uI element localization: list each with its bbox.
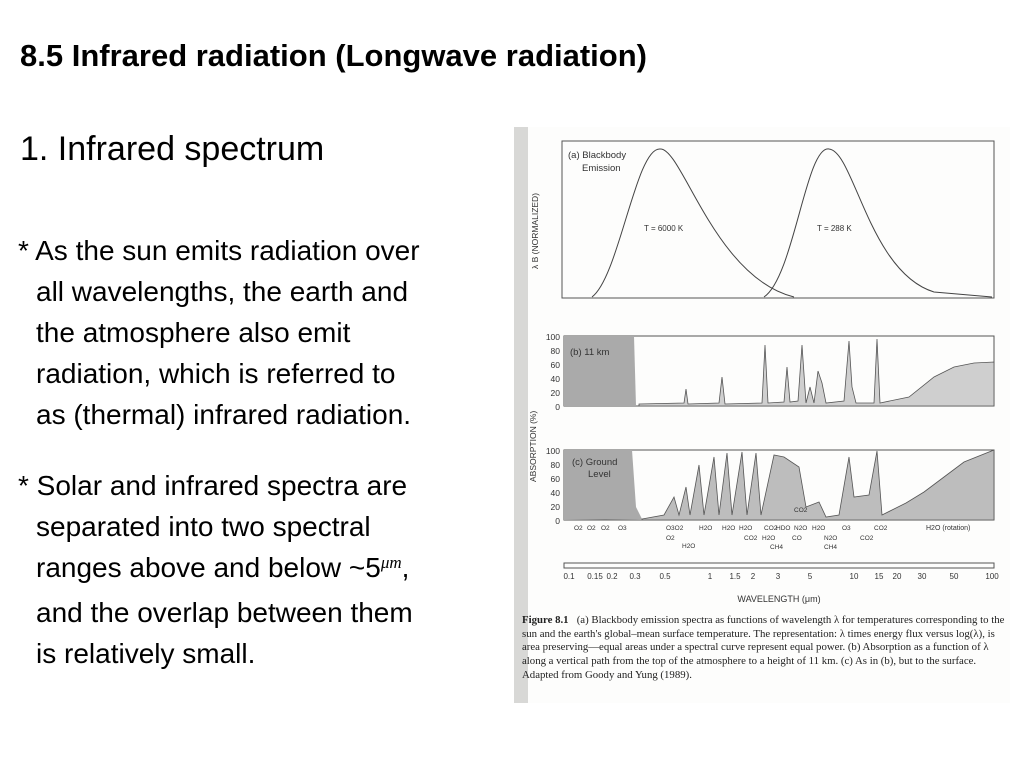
gas-label: CO2 bbox=[860, 535, 874, 542]
ytick: 80 bbox=[551, 346, 561, 356]
gas-labels-lower: O2 H2O CO2 H2O CH4 CO N2O CH4 CO2 bbox=[666, 535, 874, 551]
spectra-figure: (a) Blackbody Emission T = 6000 K T = 28… bbox=[514, 127, 999, 703]
section-heading: 1. Infrared spectrum bbox=[20, 130, 325, 168]
ytick: 0 bbox=[555, 516, 560, 526]
gas-label: H2O bbox=[812, 525, 825, 532]
caption-title: Figure 8.1 bbox=[522, 614, 569, 626]
absorption-ylabel: ABSORPTION (%) bbox=[528, 411, 538, 482]
panel-c-label-2: Level bbox=[588, 469, 611, 480]
panel-a-label-2: Emission bbox=[582, 163, 621, 174]
gas-label: O2 bbox=[666, 535, 675, 542]
ytick: 60 bbox=[551, 360, 561, 370]
xtick: 3 bbox=[776, 572, 781, 581]
panel-b-label: (b) 11 km bbox=[570, 347, 610, 358]
xtick: 0.15 bbox=[587, 572, 603, 581]
panel-c-absorption bbox=[641, 449, 995, 521]
gas-label: O2 bbox=[601, 525, 610, 532]
ytick: 100 bbox=[546, 332, 560, 342]
xtick: 0.3 bbox=[629, 572, 641, 581]
bullet-line: and the overlap between them bbox=[36, 597, 413, 628]
gas-label: CH4 bbox=[824, 544, 837, 551]
gas-label: CO bbox=[792, 535, 802, 542]
ytick: 40 bbox=[551, 488, 561, 498]
xtick: 20 bbox=[893, 572, 902, 581]
ytick: 20 bbox=[551, 388, 561, 398]
caption-body: (a) Blackbody emission spectra as functi… bbox=[522, 614, 1005, 681]
panel-c-label: (c) Ground bbox=[572, 457, 617, 468]
xtick: 1.5 bbox=[729, 572, 741, 581]
gas-label: H2O bbox=[762, 535, 775, 542]
slide-title: 8.5 Infrared radiation (Longwave radiati… bbox=[20, 38, 647, 73]
ytick: 60 bbox=[551, 474, 561, 484]
bullet-line: the atmosphere also emit bbox=[36, 317, 351, 348]
gas-label: CH4 bbox=[770, 544, 783, 551]
wavelength-axis-bar bbox=[563, 562, 995, 569]
panel-b-uv-absorption bbox=[564, 336, 636, 406]
figure-8-1: (a) Blackbody Emission T = 6000 K T = 28… bbox=[514, 127, 1010, 703]
curve-288k bbox=[763, 148, 993, 298]
panel-a-ylabel: λ B (NORMALIZED) bbox=[530, 193, 540, 269]
xtick: 2 bbox=[751, 572, 756, 581]
ytick: 20 bbox=[551, 502, 561, 512]
gas-label: O3 bbox=[618, 525, 627, 532]
bullet-spectral-ranges: * Solar and infrared spectra are separat… bbox=[18, 465, 413, 674]
figure-caption: Figure 8.1 (a) Blackbody emission spectr… bbox=[522, 614, 1008, 683]
ytick: 0 bbox=[555, 402, 560, 412]
gas-label: H2O bbox=[682, 543, 695, 550]
panel-c-yticks: 100 80 60 40 20 0 bbox=[546, 446, 560, 526]
gas-label: CO2 bbox=[744, 535, 758, 542]
wavelength-xticks: 0.1 0.15 0.2 0.3 0.5 1 1.5 2 3 5 10 15 2… bbox=[563, 572, 999, 581]
bullet-line: separated into two spectral bbox=[36, 511, 371, 542]
scan-edge bbox=[514, 127, 528, 703]
xtick: 15 bbox=[875, 572, 884, 581]
xtick: 1 bbox=[708, 572, 713, 581]
ytick: 80 bbox=[551, 460, 561, 470]
gas-label: H2O (rotation) bbox=[926, 525, 970, 532]
xtick: 30 bbox=[918, 572, 927, 581]
bullet-line: as (thermal) infrared radiation. bbox=[36, 399, 412, 430]
bullet-line: * As the sun emits radiation over bbox=[18, 235, 420, 266]
gas-label: H2O bbox=[739, 525, 752, 532]
bullet-line: ranges above and below ~5μm, bbox=[18, 547, 413, 592]
xtick: 0.1 bbox=[563, 572, 575, 581]
bullet-text: ranges above and below ~5 bbox=[36, 552, 381, 583]
bullet-line: all wavelengths, the earth and bbox=[36, 276, 409, 307]
gas-label: O3O2 bbox=[666, 525, 684, 532]
gas-label: O2 bbox=[587, 525, 596, 532]
panel-a-label: (a) Blackbody bbox=[568, 150, 626, 161]
wavelength-xlabel: WAVELENGTH (μm) bbox=[737, 594, 820, 604]
panel-b-yticks: 100 80 60 40 20 0 bbox=[546, 332, 560, 412]
gas-label: H2O bbox=[722, 525, 735, 532]
bullet-line: is relatively small. bbox=[36, 638, 256, 669]
curve-6000k-label: T = 6000 K bbox=[644, 224, 684, 233]
panel-a-frame bbox=[561, 140, 995, 299]
xtick: 100 bbox=[985, 572, 999, 581]
gas-label: O3 bbox=[842, 525, 851, 532]
panel-b-absorption bbox=[638, 338, 995, 407]
gas-label: HDO bbox=[776, 525, 790, 532]
curve-288k-label: T = 288 K bbox=[817, 224, 852, 233]
gas-label: CO2 bbox=[794, 507, 808, 514]
gas-label: CO2 bbox=[874, 525, 888, 532]
bullet-comma: , bbox=[401, 552, 410, 583]
gas-labels: O2 O2 O2 O3 O3O2 H2O H2O H2O CO2 HDO N2O… bbox=[574, 507, 970, 532]
gas-label: H2O bbox=[699, 525, 712, 532]
ytick: 40 bbox=[551, 374, 561, 384]
curve-6000k bbox=[591, 148, 795, 298]
xtick: 0.5 bbox=[659, 572, 671, 581]
gas-label: N2O bbox=[824, 535, 837, 542]
micron-unit: μm bbox=[380, 553, 402, 572]
xtick: 10 bbox=[850, 572, 859, 581]
gas-label: CO2 bbox=[764, 525, 778, 532]
xtick: 5 bbox=[808, 572, 813, 581]
gas-label: N2O bbox=[794, 525, 807, 532]
panel-c-uv-absorption bbox=[564, 450, 642, 520]
bullet-line: radiation, which is referred to bbox=[36, 358, 396, 389]
ytick: 100 bbox=[546, 446, 560, 456]
gas-label: O2 bbox=[574, 525, 583, 532]
xtick: 50 bbox=[950, 572, 959, 581]
bullet-line: * Solar and infrared spectra are bbox=[18, 470, 408, 501]
xtick: 0.2 bbox=[606, 572, 618, 581]
bullet-thermal-ir: * As the sun emits radiation over all wa… bbox=[18, 230, 420, 435]
